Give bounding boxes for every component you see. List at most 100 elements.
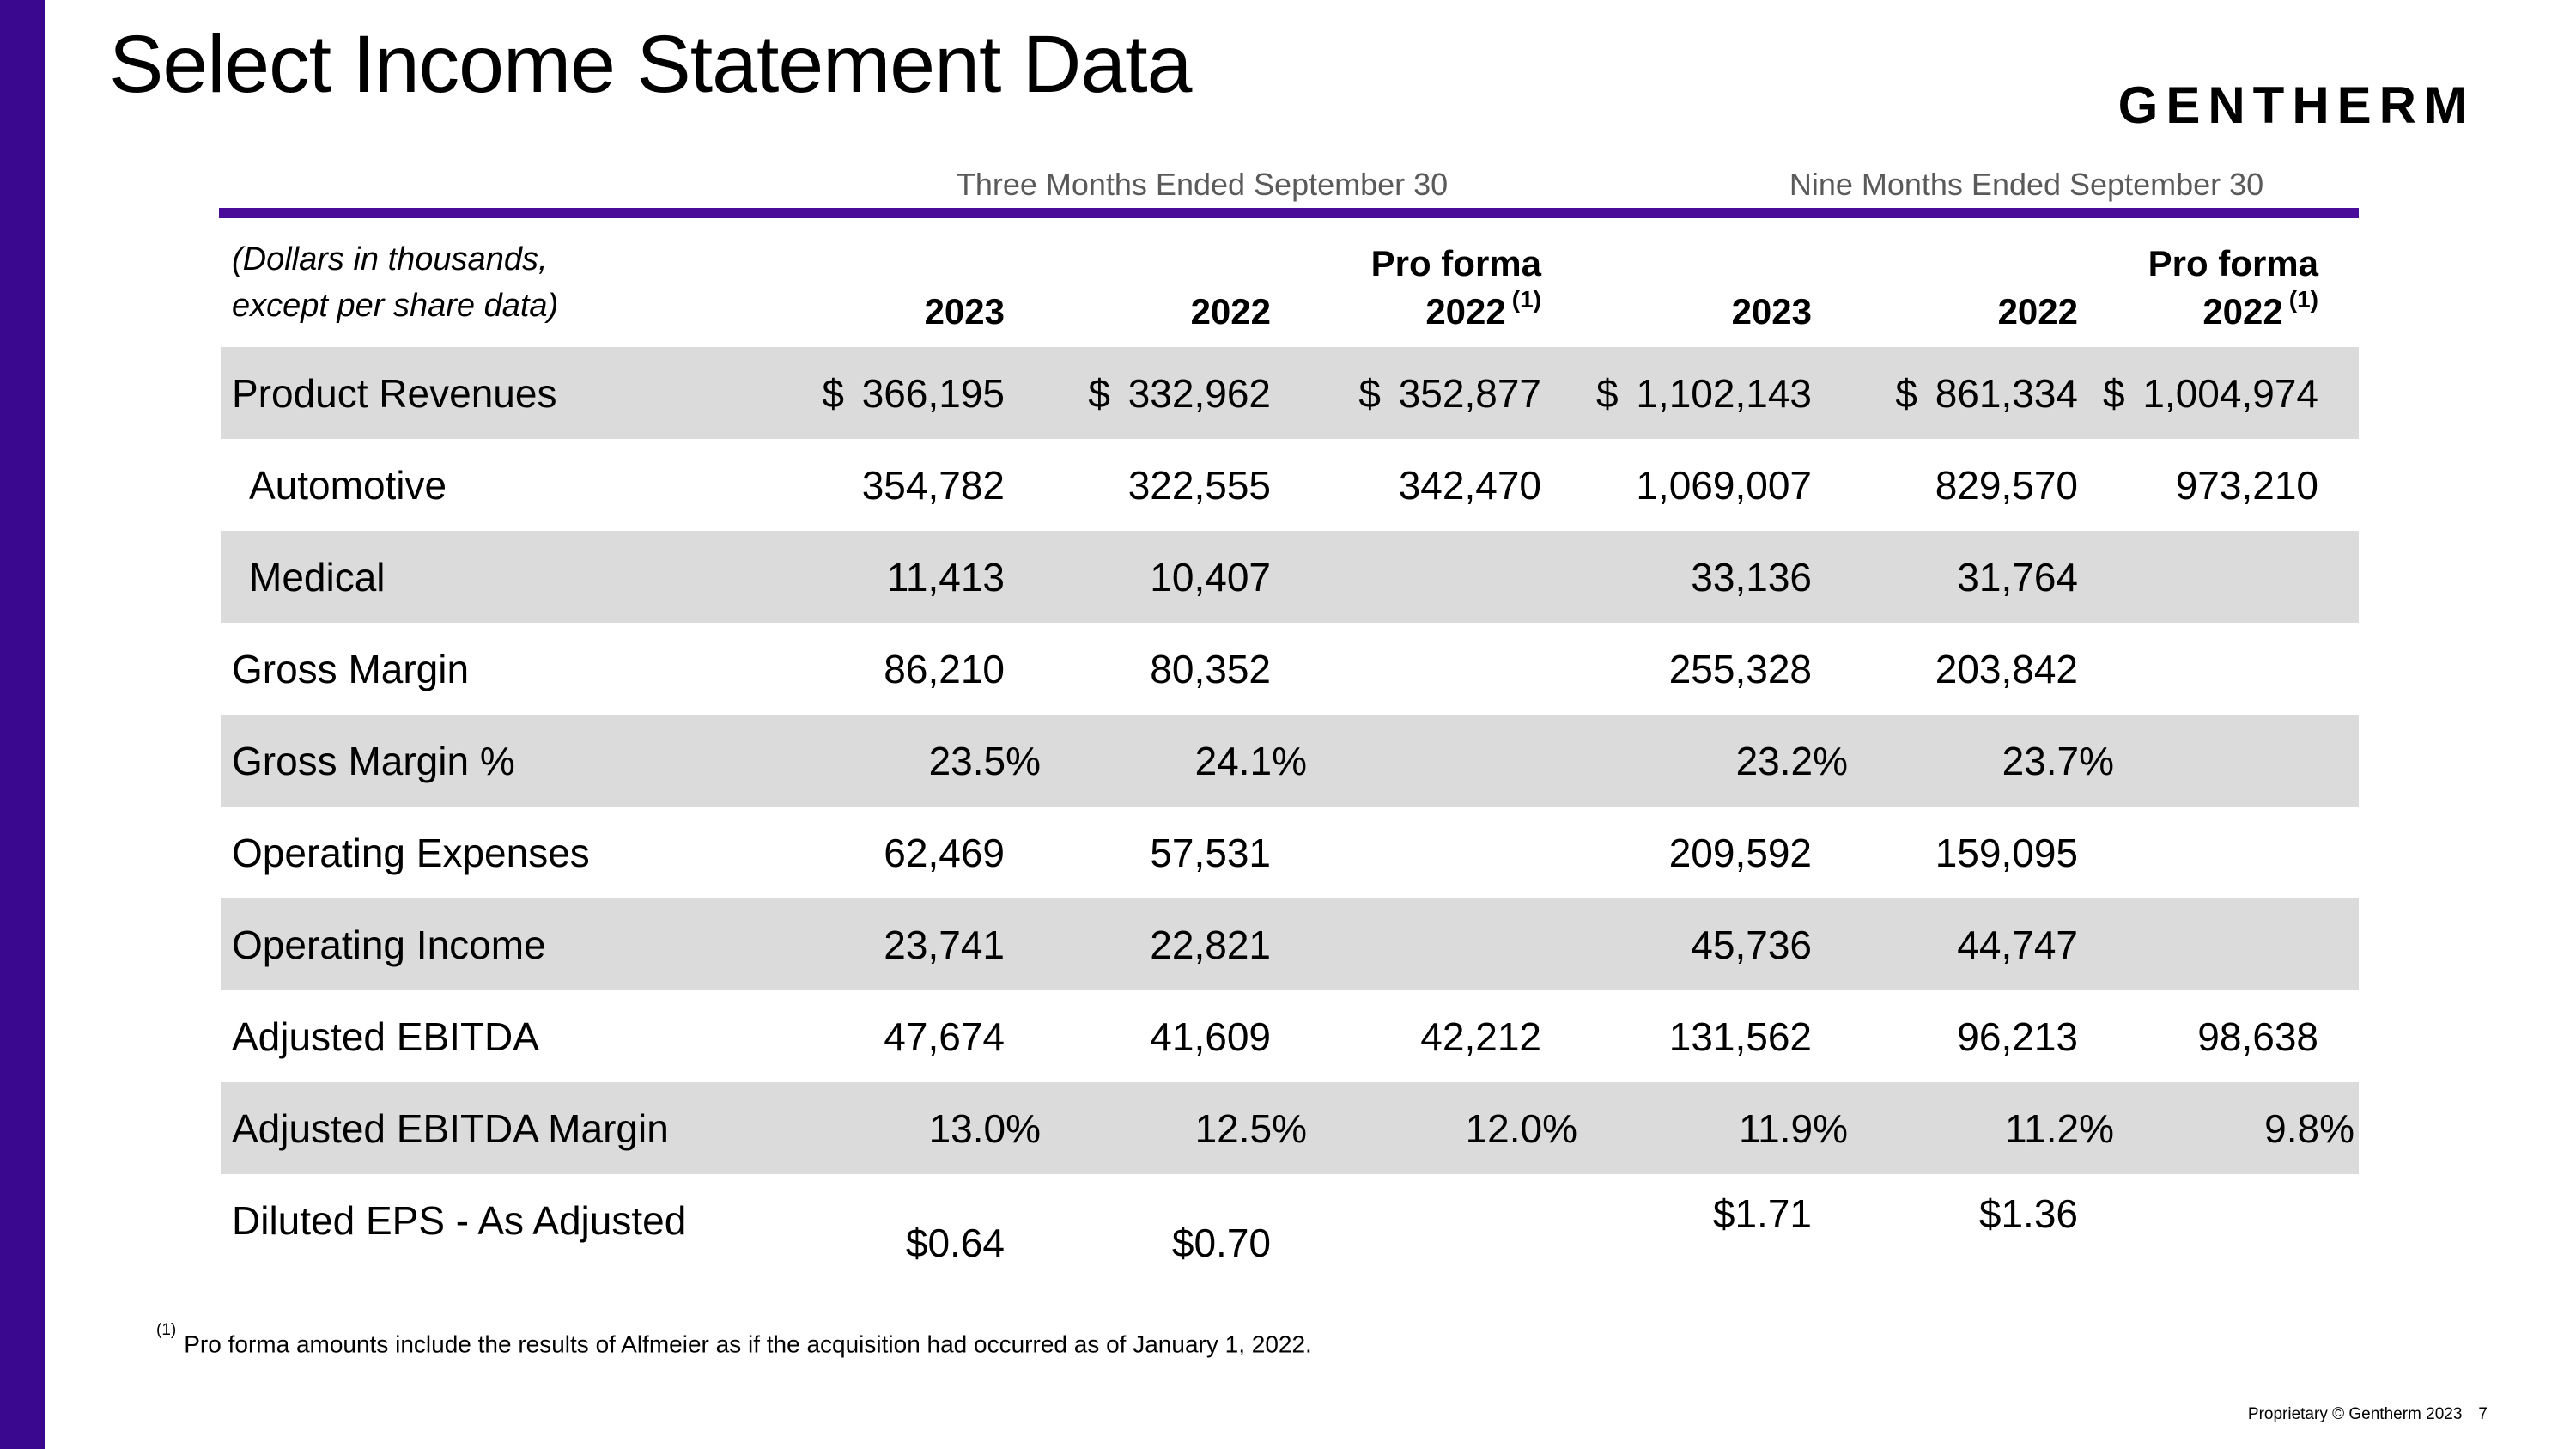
table-cell: 23.2% — [1735, 738, 1848, 783]
footnote-marker: (1) — [156, 1321, 177, 1339]
table-cell: 42,212 — [1420, 1014, 1541, 1059]
table-cell: 57,531 — [1150, 830, 1271, 875]
table-cell: 342,470 — [1398, 462, 1541, 508]
footnote: (1) Pro forma amounts include the results… — [156, 1321, 1312, 1358]
table-cell: 131,562 — [1668, 1014, 1812, 1059]
footnote-reference: (1) — [1511, 285, 1541, 313]
column-header: 2022 — [1717, 240, 2078, 335]
table-cell: 11.2% — [2004, 1105, 2114, 1151]
table-cell: 11,413 — [886, 554, 1005, 600]
table-cell: 23.5% — [928, 738, 1041, 783]
column-header-year: 2022 — [1997, 290, 2078, 332]
row-label: Medical — [249, 554, 386, 600]
table-cell: $ 366,195 — [822, 370, 1005, 416]
table-cell: 41,609 — [1150, 1014, 1271, 1059]
table-cell: 10,407 — [1150, 554, 1271, 600]
table-cell: $ 1,004,974 — [2102, 370, 2318, 416]
table-row: Gross Margin 86,210 80,352 255,328 203,842 — [221, 623, 2359, 715]
units-note-line2: except per share data) — [232, 287, 559, 324]
table-cell: 203,842 — [1935, 646, 2078, 691]
table-cell: 12.5% — [1194, 1105, 1307, 1151]
table-row: Adjusted EBITDA 47,674 41,609 42,212 131,562… — [221, 990, 2359, 1082]
table-cell: 44,747 — [1957, 922, 2078, 967]
income-statement-table: Product Revenues $ 366,195 $ 332,962 $ 352,… — [221, 347, 2359, 1266]
table-cell: 209,592 — [1668, 830, 1812, 875]
table-cell: 22,821 — [1150, 922, 1271, 967]
table-row: Gross Margin % 23.5% 24.1% 23.2% 23.7% — [221, 715, 2359, 807]
row-label: Product Revenues — [232, 370, 557, 416]
table-cell: 354,782 — [861, 462, 1005, 508]
page-number: 7 — [2478, 1405, 2488, 1423]
table-cell: $ 332,962 — [1088, 370, 1271, 416]
column-header-year: 2022 — [1190, 290, 1271, 332]
units-note: (Dollars in thousands, except per share … — [232, 237, 558, 330]
row-label: Gross Margin % — [232, 738, 515, 783]
footnote-text: Pro forma amounts include the results of… — [184, 1330, 1312, 1358]
table-cell: 159,095 — [1935, 830, 2078, 875]
table-cell: $1.71 — [1712, 1190, 1812, 1236]
table-cell: 255,328 — [1668, 646, 1812, 691]
column-header: 2023 — [644, 240, 1005, 335]
slide-footer: Proprietary © Gentherm 2023 7 — [2248, 1405, 2488, 1424]
table-cell: 973,210 — [2175, 462, 2318, 508]
row-label: Gross Margin — [232, 646, 470, 691]
table-cell: 98,638 — [2197, 1014, 2318, 1059]
purple-divider-line — [219, 208, 2359, 218]
table-cell: $ 1,102,143 — [1595, 370, 1812, 416]
row-label: Adjusted EBITDA Margin — [232, 1105, 669, 1151]
row-label: Operating Expenses — [232, 830, 590, 875]
column-header: 2023 — [1451, 240, 1812, 335]
table-cell: 31,764 — [1957, 554, 2078, 600]
table-cell: 96,213 — [1957, 1014, 2078, 1059]
table-cell: 11.9% — [1738, 1105, 1848, 1151]
table-cell: 13.0% — [928, 1105, 1041, 1151]
table-row: Adjusted EBITDA Margin 13.0% 12.5% 12.0% 11.… — [221, 1082, 2359, 1174]
row-label: Diluted EPS - As Adjusted — [232, 1197, 687, 1243]
table-cell: 62,469 — [884, 830, 1005, 875]
table-cell: 829,570 — [1935, 462, 2078, 508]
table-cell: 47,674 — [884, 1014, 1005, 1059]
column-header: Pro forma 2022 (1) — [1181, 240, 1541, 335]
table-row: Medical 11,413 10,407 33,136 31,764 — [221, 531, 2359, 623]
footnote-reference: (1) — [2288, 285, 2318, 313]
table-cell: 45,736 — [1691, 922, 1812, 967]
gentherm-logo: GENTHERM — [2117, 76, 2475, 134]
table-cell: 9.8% — [2264, 1105, 2354, 1151]
table-cell: 86,210 — [884, 646, 1005, 691]
table-cell: 23.7% — [2002, 738, 2114, 783]
table-cell: 24.1% — [1194, 738, 1307, 783]
table-row: Operating Income 23,741 22,821 45,736 44,747 — [221, 898, 2359, 990]
group-header-nine-months: Nine Months Ended September 30 — [1789, 167, 2264, 202]
table-cell: 23,741 — [884, 922, 1005, 967]
column-header-year: 2022 (1) — [1425, 285, 1541, 332]
column-header-year: 2023 — [1731, 290, 1812, 332]
column-headers: 2023 2022 Pro forma 2022 (1) 2023 2022 Pro f… — [221, 215, 2359, 340]
units-note-line1: (Dollars in thousands, — [232, 241, 548, 277]
row-label: Automotive — [249, 462, 447, 508]
table-cell: $1.36 — [1978, 1190, 2078, 1236]
table-cell: 80,352 — [1150, 646, 1271, 691]
row-label: Operating Income — [232, 922, 546, 967]
table-cell: 12.0% — [1465, 1105, 1577, 1151]
table-row: Diluted EPS - As Adjusted $0.64 $0.70 $1.71… — [221, 1174, 2359, 1266]
table-cell: 1,069,007 — [1636, 462, 1812, 508]
column-header-year: 2022 (1) — [2202, 285, 2318, 332]
table-row: Operating Expenses 62,469 57,531 209,592 159… — [221, 807, 2359, 898]
row-label: Adjusted EBITDA — [232, 1014, 539, 1059]
column-header-line1: Pro forma — [2148, 243, 2318, 284]
table-cell: $0.64 — [905, 1220, 1005, 1265]
left-accent-bar — [0, 0, 45, 1449]
table-cell: 322,555 — [1127, 462, 1271, 508]
table-cell: $ 352,877 — [1358, 370, 1541, 416]
column-header-year: 2023 — [924, 290, 1005, 332]
column-header-line1: Pro forma — [1370, 243, 1541, 284]
table-cell: 33,136 — [1691, 554, 1812, 600]
table-row: Automotive 354,782 322,555 342,470 1,069,007… — [221, 439, 2359, 531]
table-cell: $0.70 — [1171, 1220, 1271, 1265]
column-header: Pro forma 2022 (1) — [1958, 240, 2318, 335]
slide-title: Select Income Statement Data — [109, 19, 1192, 110]
column-header: 2022 — [910, 240, 1271, 335]
group-header-three-months: Three Months Ended September 30 — [956, 167, 1449, 202]
proprietary-text: Proprietary © Gentherm 2023 — [2247, 1405, 2463, 1423]
table-row: Product Revenues $ 366,195 $ 332,962 $ 352,… — [221, 347, 2359, 439]
